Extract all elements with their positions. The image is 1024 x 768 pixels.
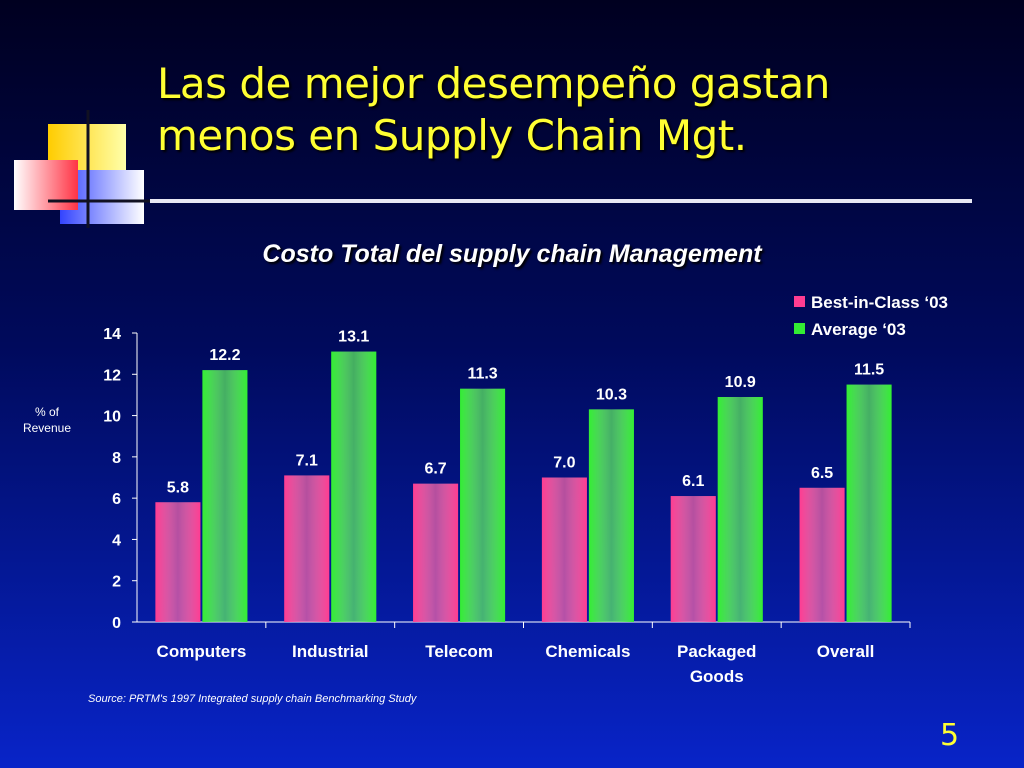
bar-overlay	[588, 409, 634, 622]
x-tick-label: Overall	[817, 642, 875, 661]
data-label: 12.2	[209, 347, 240, 364]
x-tick-label: Packaged	[677, 642, 756, 661]
bar-overlay	[717, 396, 763, 622]
slide-title-line-1: Las de mejor desempeño gastan	[157, 59, 830, 108]
data-label: 6.5	[811, 465, 833, 482]
data-label: 5.8	[167, 479, 189, 496]
bar-overlay	[331, 351, 377, 622]
source-note: Source: PRTM's 1997 Integrated supply ch…	[88, 693, 417, 705]
data-label: 10.9	[725, 374, 756, 391]
y-tick-label: 12	[103, 367, 121, 384]
data-label: 7.1	[296, 452, 318, 469]
x-tick-label: Telecom	[425, 642, 493, 661]
bar-overlay	[846, 384, 892, 622]
y-tick-label: 2	[112, 574, 121, 591]
decorative-squares	[14, 110, 150, 228]
y-tick-label: 10	[103, 409, 121, 426]
data-label: 11.3	[467, 366, 497, 383]
data-label: 10.3	[596, 386, 627, 403]
title-divider	[150, 199, 972, 203]
legend-label: Average ‘03	[811, 320, 906, 339]
y-tick-label: 0	[112, 615, 121, 632]
chart-title: Costo Total del supply chain Management	[262, 240, 762, 268]
y-tick-label: 8	[112, 450, 121, 467]
bar-overlay	[460, 388, 506, 622]
bar-overlay	[413, 483, 459, 622]
data-label: 6.1	[682, 473, 704, 490]
x-tick-label: Industrial	[292, 642, 369, 661]
data-label: 13.1	[338, 329, 369, 346]
legend-label: Best-in-Class ‘03	[811, 293, 948, 312]
y-axis-label: Revenue	[23, 421, 71, 435]
data-label: 6.7	[424, 461, 446, 478]
bar-overlay	[284, 475, 330, 622]
bar-overlay	[799, 487, 845, 622]
page-number: 5	[940, 718, 960, 753]
x-tick-label: Computers	[157, 642, 247, 661]
y-axis-label: % of	[35, 405, 60, 419]
bar-overlay	[202, 370, 248, 622]
bar-overlay	[155, 502, 201, 622]
y-tick-label: 6	[112, 491, 121, 508]
data-label: 11.5	[854, 362, 884, 379]
slide-title: Las de mejor desempeño gastan menos en S…	[157, 58, 977, 162]
legend-swatch	[794, 323, 805, 334]
data-label: 7.0	[553, 455, 575, 472]
x-tick-label: Chemicals	[545, 642, 630, 661]
slide-title-line-2: menos en Supply Chain Mgt.	[157, 111, 747, 160]
x-tick-label: Goods	[690, 667, 744, 686]
bar-overlay	[541, 477, 587, 622]
y-tick-label: 4	[112, 532, 121, 549]
bar-overlay	[670, 496, 716, 622]
legend-swatch	[794, 296, 805, 307]
y-tick-label: 14	[103, 326, 121, 343]
